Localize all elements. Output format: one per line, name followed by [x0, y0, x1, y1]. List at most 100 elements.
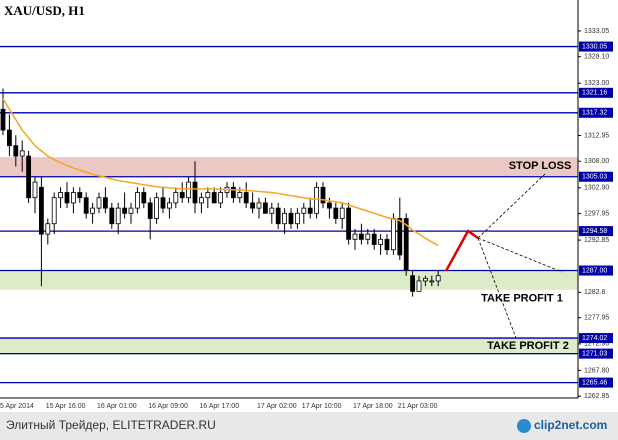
candle-body	[243, 192, 249, 204]
footer-text: Элитный Трейдер, ELITETRADER.RU	[6, 418, 216, 432]
x-tick-label: 16 Apr 17:00	[199, 403, 239, 410]
candle-body	[179, 192, 185, 199]
candle-body	[154, 197, 160, 219]
candle-body	[397, 218, 403, 256]
candle-body	[160, 197, 166, 209]
candle-body	[13, 145, 19, 157]
candle-body	[19, 150, 25, 157]
candle-body	[416, 280, 422, 292]
y-tick-label: 1328.10	[584, 54, 609, 61]
candle-body	[211, 192, 217, 204]
candle-body	[390, 218, 396, 251]
candle-body	[282, 212, 288, 225]
candle-body	[77, 192, 83, 199]
candle-body	[141, 192, 147, 204]
y-tick-label: 1333.05	[584, 28, 609, 35]
y-tick-label: 1277.95	[584, 314, 609, 321]
zone	[0, 157, 578, 177]
level-label: 1305.03	[582, 174, 607, 181]
y-tick-label: 1262.85	[584, 393, 609, 400]
candle-body	[262, 202, 268, 214]
candle-body	[198, 197, 204, 204]
candle-body	[115, 207, 121, 225]
level-label: 1271.03	[582, 350, 607, 357]
zone-label: TAKE PROFIT 2	[487, 340, 569, 352]
candle-body	[147, 202, 153, 219]
candle-body	[96, 197, 102, 209]
candle-body	[307, 207, 313, 214]
forecast-path	[444, 229, 479, 272]
candle-body	[346, 207, 352, 240]
level-label: 1287.00	[582, 267, 607, 274]
candle-body	[128, 207, 134, 214]
footer-bar	[0, 412, 618, 440]
candle-body	[320, 186, 326, 204]
candle-body	[358, 233, 364, 240]
x-tick-label: 5 Apr 2014	[0, 403, 34, 410]
zone	[0, 270, 578, 290]
level-label-box	[579, 226, 613, 237]
candle-body	[26, 155, 32, 199]
level-label-box	[579, 171, 613, 182]
candle-body	[166, 202, 172, 209]
x-tick-label: 17 Apr 18:00	[353, 403, 393, 410]
x-tick-label: 16 Apr 09:00	[148, 403, 188, 410]
level-label-box	[579, 377, 613, 388]
candle-body	[384, 238, 390, 251]
candle-body	[365, 233, 371, 240]
candle-body	[205, 192, 211, 199]
y-tick-label: 1292.85	[584, 237, 609, 244]
candle-body	[83, 197, 89, 214]
candle-body	[429, 280, 435, 283]
level-label: 1330.05	[582, 43, 607, 50]
level-label: 1294.58	[582, 228, 607, 235]
candle-body	[7, 129, 12, 147]
level-label-box	[579, 87, 613, 98]
footer-logo: clip2net.com	[534, 418, 607, 432]
level-label-box	[579, 41, 613, 52]
candle-body	[339, 207, 345, 219]
candle-body	[294, 212, 300, 225]
candle-body	[314, 186, 320, 214]
zone-label: STOP LOSS	[509, 160, 572, 172]
candle-body	[192, 181, 198, 204]
level-label-box	[579, 265, 613, 276]
y-tick-label: 1312.95	[584, 132, 609, 139]
candle-body	[122, 207, 127, 214]
candle-body	[109, 207, 115, 225]
level-label: 1274.02	[582, 335, 607, 342]
level-label-box	[579, 333, 613, 344]
candle-body	[103, 197, 108, 209]
candle-body	[237, 192, 243, 199]
y-tick-label: 1323.00	[584, 80, 609, 87]
y-tick-label: 1272.90	[584, 341, 609, 348]
zone-label: TAKE PROFIT 1	[481, 293, 563, 305]
candle-body	[371, 233, 377, 245]
candle-body	[58, 192, 63, 199]
candle-body	[71, 192, 76, 204]
candle-body	[45, 223, 51, 235]
moving-average	[2, 98, 439, 247]
candle-body	[403, 218, 409, 271]
candle-body	[288, 212, 294, 225]
y-tick-label: 1302.90	[584, 185, 609, 192]
candle-body	[173, 192, 179, 204]
x-tick-label: 21 Apr 03:00	[398, 403, 438, 410]
candle-body	[326, 202, 332, 209]
candle-body	[51, 197, 57, 225]
candle-body	[218, 192, 224, 204]
candle-body	[275, 207, 281, 225]
level-label: 1317.32	[582, 110, 607, 117]
candle-body	[250, 202, 256, 209]
candle-body	[422, 277, 428, 282]
candle-body	[269, 207, 275, 214]
forecast-arrows	[477, 173, 563, 339]
level-label: 1321.16	[582, 90, 607, 97]
candle-body	[256, 202, 262, 209]
candle-body	[39, 186, 44, 235]
y-tick-label: 1267.80	[584, 367, 609, 374]
y-tick-label: 1297.95	[584, 210, 609, 217]
candle-body	[230, 186, 236, 199]
